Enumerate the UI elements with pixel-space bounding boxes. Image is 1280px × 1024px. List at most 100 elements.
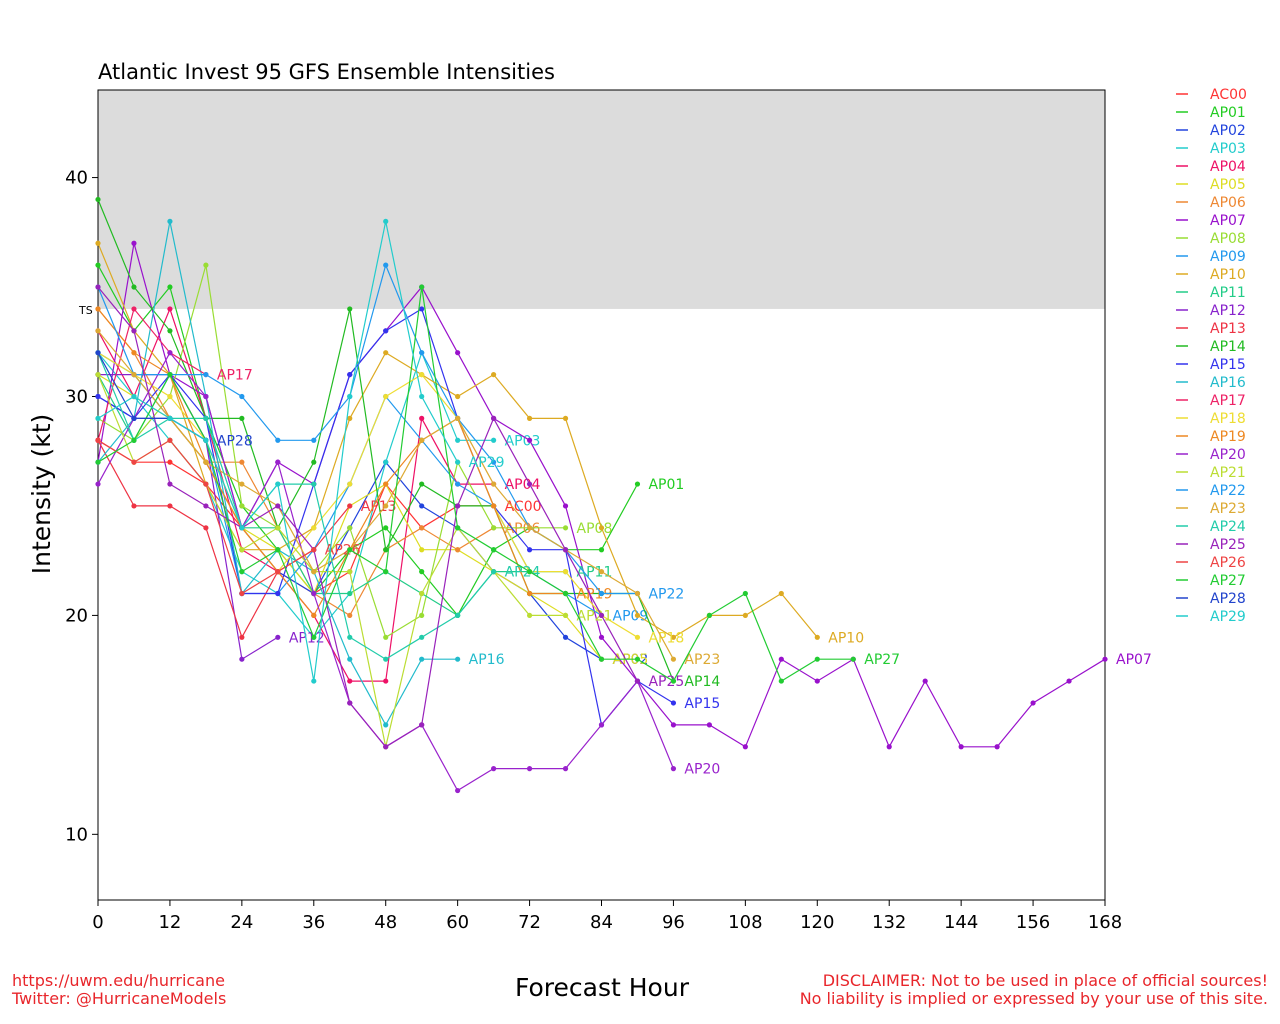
data-point	[131, 328, 137, 334]
series-ap19: AP19	[95, 306, 612, 619]
series-end-label: AP08	[577, 521, 613, 537]
data-point	[275, 590, 281, 597]
legend-label: AP12	[1210, 303, 1246, 319]
series-end-label: AP07	[1116, 652, 1152, 668]
data-point	[383, 503, 389, 509]
series-line-ap27	[97, 286, 854, 682]
x-axis-label: Forecast Hour	[515, 973, 690, 1002]
series-end-label: AP18	[648, 630, 684, 646]
data-point	[491, 547, 497, 553]
data-point	[131, 284, 137, 290]
data-point	[526, 547, 533, 553]
series-end-label: AP23	[684, 652, 720, 668]
data-point	[311, 547, 317, 553]
series-end-label: AP27	[864, 652, 900, 668]
data-point	[203, 481, 209, 487]
data-point	[275, 503, 281, 509]
legend-label: AP19	[1210, 429, 1246, 445]
data-point	[239, 569, 245, 575]
legend-entry-ap12: AP12	[1176, 303, 1246, 319]
data-point	[994, 744, 1000, 750]
legend-entry-ap14: AP14	[1176, 339, 1246, 355]
data-point	[419, 503, 425, 509]
data-point	[634, 481, 641, 487]
footer-twitter[interactable]: Twitter: @HurricaneModels	[12, 989, 227, 1008]
data-point	[95, 262, 101, 268]
legend-label: AP05	[1210, 177, 1246, 193]
data-point	[562, 634, 569, 640]
legend-label: AC00	[1210, 87, 1247, 103]
legend-entry-ap22: AP22	[1176, 483, 1246, 499]
data-point	[383, 656, 389, 662]
data-point	[95, 328, 101, 334]
data-point	[562, 547, 569, 553]
data-point	[491, 525, 497, 531]
data-point	[275, 525, 281, 531]
data-point	[419, 634, 425, 640]
series-ap20: AP20	[95, 350, 720, 794]
series-ap26: AP26	[95, 437, 361, 597]
data-point	[347, 678, 353, 684]
data-point	[1102, 656, 1108, 662]
series-end-label: AP12	[289, 630, 325, 646]
x-tick-label: 12	[158, 912, 181, 933]
data-point	[383, 547, 389, 553]
data-point	[706, 612, 712, 619]
series-end-label: AP28	[217, 433, 253, 449]
data-point	[239, 481, 245, 487]
data-point	[419, 525, 425, 531]
data-point	[203, 393, 209, 400]
x-tick-label: 144	[944, 912, 978, 933]
data-point	[419, 437, 425, 443]
data-point	[526, 525, 533, 531]
data-point	[419, 656, 425, 662]
x-tick-label: 48	[374, 912, 397, 933]
data-point	[203, 371, 209, 378]
legend-label: AP04	[1210, 159, 1246, 175]
legend-label: AP02	[1210, 123, 1246, 139]
data-point	[742, 590, 748, 597]
series-end-label: AP11	[577, 565, 613, 581]
data-point	[1066, 678, 1072, 684]
data-point	[167, 437, 173, 443]
series-ap25: AP25	[95, 284, 684, 750]
data-point	[239, 590, 245, 597]
data-point	[383, 393, 389, 400]
data-point	[239, 415, 245, 421]
data-point	[347, 306, 353, 312]
data-point	[634, 612, 641, 619]
data-point	[167, 284, 173, 290]
data-point	[167, 350, 173, 356]
data-point	[239, 459, 245, 465]
series-end-label: AC00	[505, 499, 542, 515]
data-point	[275, 634, 281, 640]
series-line-ap07	[97, 243, 1106, 749]
legend-label: AP06	[1210, 195, 1246, 211]
footer-url[interactable]: https://uwm.edu/hurricane	[12, 971, 225, 990]
data-point	[383, 678, 389, 684]
x-tick-label: 36	[302, 912, 325, 933]
data-point	[814, 656, 820, 662]
data-point	[383, 262, 389, 268]
legend-label: AP13	[1210, 321, 1246, 337]
x-tick-label: 168	[1088, 912, 1122, 933]
data-point	[562, 590, 569, 597]
legend-label: AP22	[1210, 483, 1246, 499]
data-point	[275, 569, 281, 575]
data-point	[419, 590, 425, 597]
legend-entry-ap28: AP28	[1176, 591, 1246, 607]
legend-entry-ap23: AP23	[1176, 501, 1246, 517]
data-point	[562, 766, 569, 772]
series-end-label: AP05	[613, 652, 649, 668]
data-point	[95, 306, 101, 312]
data-point	[1030, 700, 1036, 706]
legend-label: AP01	[1210, 105, 1246, 121]
data-point	[670, 656, 677, 662]
series-end-label: AP22	[648, 587, 684, 603]
data-point	[526, 415, 533, 421]
data-point	[239, 547, 245, 553]
data-point	[131, 350, 137, 356]
axes: 0 12 24 36 48 60 72 84 96 108 120 132 144 156 168 10 20 3…	[65, 89, 1122, 933]
data-point	[419, 306, 425, 312]
data-point	[419, 284, 425, 290]
